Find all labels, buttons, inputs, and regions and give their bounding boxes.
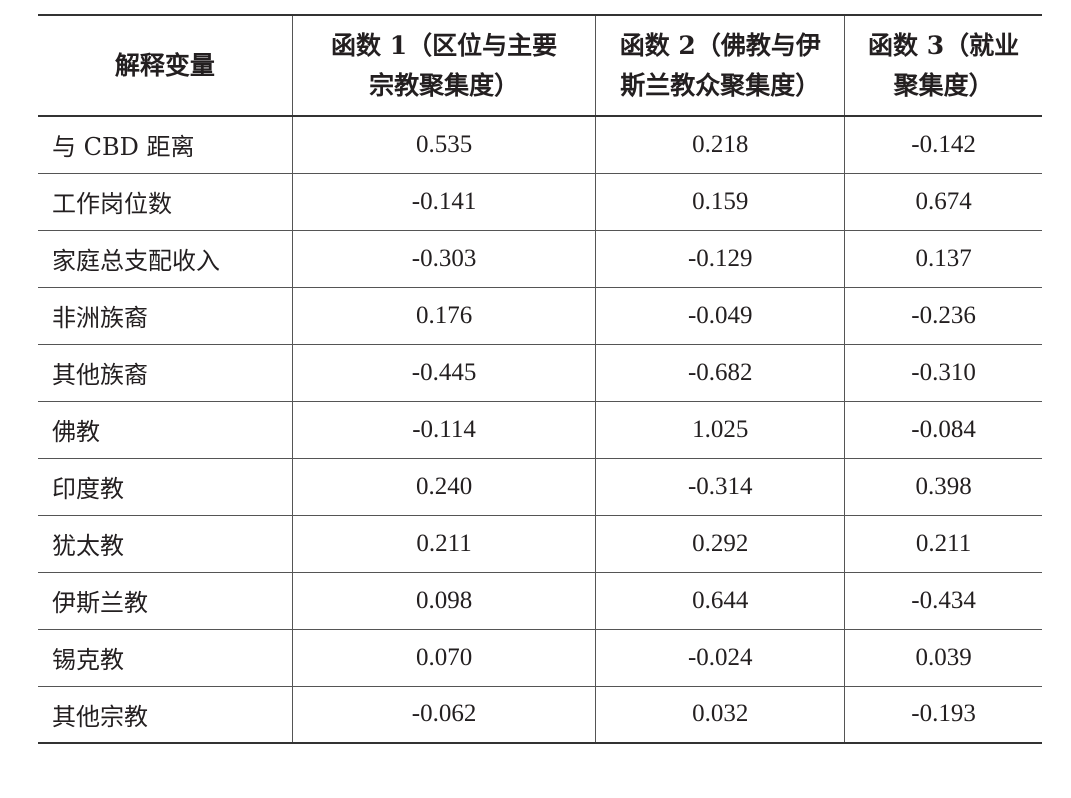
variable-name-cell: 非洲族裔 [38, 287, 293, 344]
table-row: 印度教 0.240 -0.314 0.398 [38, 458, 1042, 515]
coefficient-cell: -0.310 [844, 344, 1042, 401]
coefficient-cell: 0.176 [291, 287, 597, 344]
coefficient-cell: 0.211 [291, 515, 597, 572]
table-row: 犹太教 0.211 0.292 0.211 [38, 515, 1042, 572]
table-row: 锡克教 0.070 -0.024 0.039 [38, 629, 1042, 686]
coefficient-cell: -0.024 [595, 629, 846, 686]
variable-name-cell: 伊斯兰教 [38, 572, 293, 629]
column-header: 解释变量 [38, 15, 293, 116]
column-header-line: 函数 1（区位与主要 [331, 30, 558, 60]
coefficient-cell: 0.292 [595, 515, 846, 572]
coefficient-cell: -0.129 [595, 230, 846, 287]
coefficient-cell: -0.314 [595, 458, 846, 515]
column-header-line: 聚集度） [893, 70, 994, 100]
coefficient-cell: 0.644 [595, 572, 846, 629]
column-header-line: 函数 2（佛教与伊 [619, 30, 821, 60]
coefficient-cell: 0.070 [291, 629, 597, 686]
variable-name-cell: 家庭总支配收入 [38, 230, 293, 287]
column-header-line: 函数 3（就业 [868, 30, 1020, 60]
coefficient-cell: -0.303 [291, 230, 597, 287]
variable-name-cell: 佛教 [38, 401, 293, 458]
variable-name-cell: 与 CBD 距离 [38, 116, 293, 173]
table-row: 伊斯兰教 0.098 0.644 -0.434 [38, 572, 1042, 629]
column-header-line: 宗教聚集度） [369, 70, 520, 100]
coefficient-cell: -0.084 [844, 401, 1042, 458]
coefficient-cell: 0.159 [595, 173, 846, 230]
coefficient-cell: 0.039 [844, 629, 1042, 686]
coefficient-cell: -0.114 [291, 401, 597, 458]
column-header: 函数 3（就业 聚集度） [844, 15, 1042, 116]
coefficient-cell: 0.218 [595, 116, 846, 173]
table-row: 与 CBD 距离 0.535 0.218 -0.142 [38, 116, 1042, 173]
table-row: 其他宗教 -0.062 0.032 -0.193 [38, 686, 1042, 743]
coefficient-cell: -0.682 [595, 344, 846, 401]
table-row: 非洲族裔 0.176 -0.049 -0.236 [38, 287, 1042, 344]
coefficient-cell: -0.434 [844, 572, 1042, 629]
variable-name-cell: 工作岗位数 [38, 173, 293, 230]
column-header: 函数 2（佛教与伊 斯兰教众聚集度） [595, 15, 846, 116]
header-row: 解释变量 函数 1（区位与主要 宗教聚集度） 函数 2（佛教与伊 斯兰教众聚集度） 函数 … [38, 15, 1042, 116]
coefficient-cell: -0.236 [844, 287, 1042, 344]
table-row: 其他族裔 -0.445 -0.682 -0.310 [38, 344, 1042, 401]
coefficient-cell: 0.535 [291, 116, 597, 173]
column-header-line: 斯兰教众聚集度） [620, 70, 821, 100]
coefficient-cell: 0.398 [844, 458, 1042, 515]
coefficients-table: 解释变量 函数 1（区位与主要 宗教聚集度） 函数 2（佛教与伊 斯兰教众聚集度） 函数 … [38, 14, 1042, 744]
coefficient-cell: -0.062 [291, 686, 597, 743]
coefficient-cell: -0.193 [844, 686, 1042, 743]
column-header: 函数 1（区位与主要 宗教聚集度） [291, 15, 597, 116]
variable-name-cell: 其他族裔 [38, 344, 293, 401]
coefficient-cell: -0.142 [844, 116, 1042, 173]
coefficient-cell: 1.025 [595, 401, 846, 458]
coefficient-cell: -0.141 [291, 173, 597, 230]
table-row: 家庭总支配收入 -0.303 -0.129 0.137 [38, 230, 1042, 287]
variable-name-cell: 其他宗教 [38, 686, 293, 743]
table-row: 工作岗位数 -0.141 0.159 0.674 [38, 173, 1042, 230]
variable-name-cell: 锡克教 [38, 629, 293, 686]
coefficient-cell: -0.049 [595, 287, 846, 344]
coefficient-cell: -0.445 [291, 344, 597, 401]
coefficient-cell: 0.098 [291, 572, 597, 629]
coefficient-cell: 0.674 [844, 173, 1042, 230]
variable-name-cell: 犹太教 [38, 515, 293, 572]
coefficient-cell: 0.211 [844, 515, 1042, 572]
coefficient-cell: 0.240 [291, 458, 597, 515]
table-row: 佛教 -0.114 1.025 -0.084 [38, 401, 1042, 458]
coefficient-cell: 0.137 [844, 230, 1042, 287]
coefficient-cell: 0.032 [595, 686, 846, 743]
variable-name-cell: 印度教 [38, 458, 293, 515]
column-header-line: 解释变量 [114, 50, 215, 80]
